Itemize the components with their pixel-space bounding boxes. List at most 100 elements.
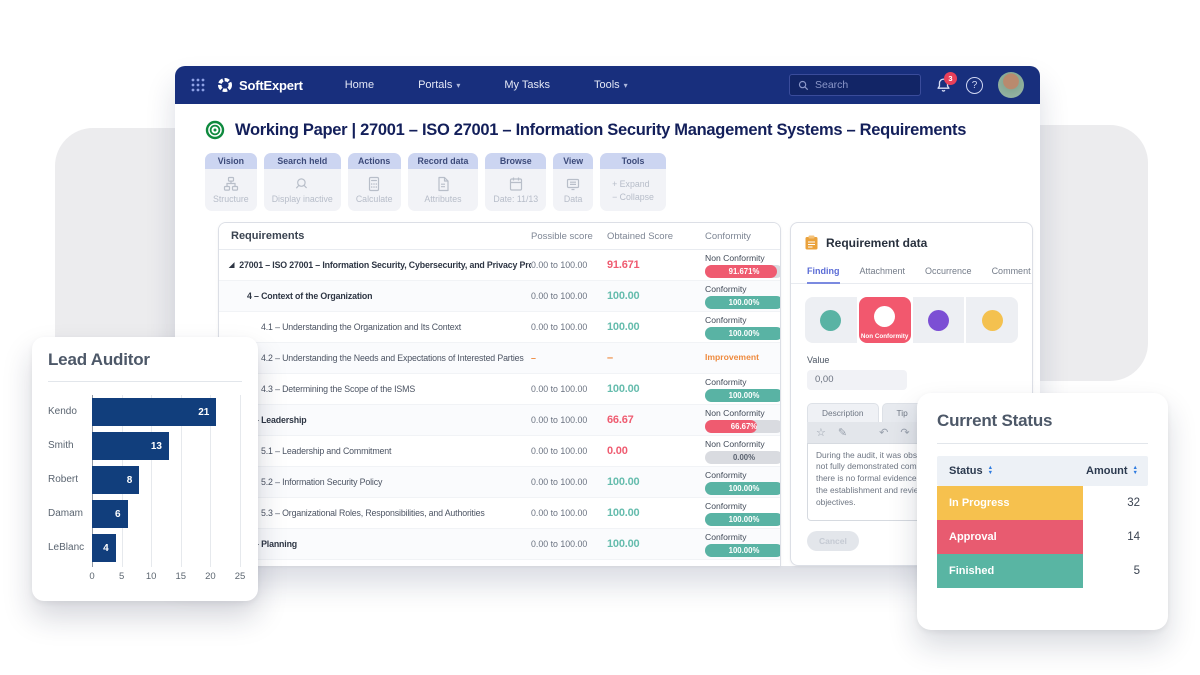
bar: 8 bbox=[92, 466, 140, 494]
display-inactive-button[interactable]: Display inactive bbox=[263, 169, 341, 211]
value-label: Value bbox=[807, 355, 830, 365]
value-input[interactable] bbox=[807, 369, 907, 390]
gridline bbox=[151, 395, 153, 567]
data-button[interactable]: Data bbox=[553, 169, 594, 211]
status-table-header: Status ▲ ▼ Amount ▲ ▼ bbox=[937, 456, 1148, 486]
conformity-pill-fill bbox=[705, 481, 780, 495]
conformity-pill: 91.671% bbox=[705, 264, 780, 278]
date-button[interactable]: Date: 11/13 bbox=[485, 169, 547, 211]
obtained-score: 100.00 bbox=[607, 321, 640, 333]
toolbar-group-title: Browse bbox=[485, 153, 547, 169]
undo-icon[interactable]: ↶ bbox=[879, 426, 889, 439]
user-avatar[interactable] bbox=[998, 72, 1024, 98]
conformity-pill: 66.67% bbox=[705, 419, 780, 433]
tab-occurrence[interactable]: Occurrence bbox=[925, 266, 972, 276]
gridline bbox=[210, 395, 212, 567]
possible-score: 0.00 to 100.00 bbox=[531, 260, 588, 270]
tab-comment[interactable]: Comment bbox=[991, 266, 1031, 276]
possible-score: 0.00 to 100.00 bbox=[531, 477, 588, 487]
table-row[interactable]: 4.2 – Understanding the Needs and Expect… bbox=[219, 343, 780, 374]
column-conformity[interactable]: Conformity bbox=[705, 230, 751, 242]
sort-icon: ▲ ▼ bbox=[987, 465, 994, 476]
structure-button[interactable]: Structure bbox=[205, 169, 257, 211]
card-title: Current Status bbox=[937, 411, 1053, 430]
bar: 4 bbox=[92, 534, 116, 562]
table-row[interactable]: 4 – Context of the Organization 0.00 to … bbox=[219, 281, 780, 312]
column-obtained-score[interactable]: Obtained Score bbox=[607, 230, 674, 242]
app-launcher-icon[interactable] bbox=[191, 78, 205, 92]
nav-item-tools[interactable]: Tools ▾ bbox=[593, 79, 628, 91]
table-row[interactable]: ◢ 27001 – ISO 27001 – Information Securit… bbox=[219, 250, 780, 281]
tab-finding[interactable]: Finding bbox=[807, 260, 840, 284]
redo-icon[interactable]: ↷ bbox=[900, 426, 910, 439]
conformity-pill-fill bbox=[705, 388, 780, 402]
conformity-pill-label: 100.00% bbox=[728, 328, 760, 338]
collapse-button[interactable]: − Collapse bbox=[612, 191, 654, 202]
improvement-dot bbox=[981, 309, 1003, 331]
chevron-down-icon: ▾ bbox=[623, 80, 628, 90]
softexpert-brand[interactable]: SoftExpert bbox=[217, 77, 303, 93]
status-cell: In Progress bbox=[937, 486, 1083, 520]
search-input[interactable] bbox=[815, 79, 905, 91]
non-conformity-dot bbox=[874, 305, 896, 327]
finding-option-conformity[interactable] bbox=[805, 297, 857, 343]
obtained-score: – bbox=[607, 352, 613, 364]
notifications-button[interactable]: 3 bbox=[936, 72, 957, 93]
nav-item-my-tasks[interactable]: My Tasks bbox=[504, 79, 550, 91]
attributes-button[interactable]: Attributes bbox=[407, 169, 479, 211]
lead-auditor-card: Lead Auditor Kendo Smith Robert Damam Le… bbox=[32, 337, 258, 601]
status-cell: Approval bbox=[937, 520, 1083, 554]
status-row: Approval 14 bbox=[937, 520, 1148, 554]
toolbar-group-tools: Tools + Expand − Collapse bbox=[600, 153, 666, 211]
conformity-pill-label: 100.00% bbox=[728, 514, 760, 524]
conformity-pill-label: 66.67% bbox=[730, 421, 758, 431]
cancel-button[interactable]: Cancel bbox=[807, 530, 859, 551]
toolbar-group-title: Tools bbox=[600, 153, 666, 169]
status-row: Finished 5 bbox=[937, 554, 1148, 588]
bar: 13 bbox=[92, 432, 169, 460]
help-button[interactable]: ? bbox=[966, 76, 983, 94]
finding-option-non-conformity[interactable]: Non Conformity bbox=[858, 297, 911, 343]
bar: 6 bbox=[92, 500, 128, 528]
finding-option-improvement[interactable] bbox=[966, 297, 1018, 343]
conformity-status: Non Conformity bbox=[705, 438, 765, 449]
toolbar-group-search: Search held Display inactive bbox=[263, 153, 341, 211]
wand-icon[interactable]: ✎ bbox=[837, 426, 848, 439]
expand-button[interactable]: + Expand bbox=[612, 178, 650, 189]
table-row[interactable]: 4.3 – Determining the Scope of the ISMS … bbox=[219, 374, 780, 405]
tab-description[interactable]: Description bbox=[807, 402, 879, 422]
requirement-data-panel: Requirement data Finding Attachment Occu… bbox=[790, 222, 1033, 566]
tab-attachment[interactable]: Attachment bbox=[859, 266, 906, 276]
obtained-score: 100.00 bbox=[607, 383, 640, 395]
table-row[interactable]: 5.2 – Information Security Policy 0.00 t… bbox=[219, 467, 780, 498]
current-status-card: Current Status Status ▲ ▼ Amount ▲ ▼ In Pr… bbox=[917, 393, 1168, 630]
possible-score: – bbox=[531, 353, 536, 363]
possible-score: 0.00 to 100.00 bbox=[531, 322, 588, 332]
finding-option-observation[interactable] bbox=[912, 297, 965, 343]
gridline bbox=[180, 395, 182, 567]
global-search[interactable] bbox=[789, 74, 921, 96]
softexpert-logo-icon bbox=[217, 77, 233, 93]
expand-icon[interactable]: ◢ bbox=[229, 262, 235, 269]
conformity-pill: 100.00% bbox=[705, 512, 780, 526]
column-possible-score[interactable]: Possible score bbox=[531, 230, 593, 242]
nav-item-portals[interactable]: Portals ▾ bbox=[418, 79, 461, 91]
obtained-score: 100.00 bbox=[607, 538, 640, 550]
sort-by-amount[interactable]: Amount ▲ ▼ bbox=[1086, 465, 1138, 477]
table-row[interactable]: 5.1 – Leadership and Commitment 0.00 to … bbox=[219, 436, 780, 467]
table-row[interactable]: 5.3 – Organizational Roles, Responsibili… bbox=[219, 498, 780, 529]
table-row[interactable]: 6 – Planning 0.00 to 100.00 100.00 Confo… bbox=[219, 529, 780, 560]
sort-by-status[interactable]: Status ▲ ▼ bbox=[949, 465, 994, 477]
possible-score: 0.00 to 100.00 bbox=[531, 291, 588, 301]
star-icon[interactable]: ☆ bbox=[816, 426, 826, 439]
table-row[interactable]: 4.1 – Understanding the Organization and… bbox=[219, 312, 780, 343]
calculate-button[interactable]: Calculate bbox=[347, 169, 401, 211]
column-requirements[interactable]: Requirements bbox=[231, 230, 305, 242]
toolbar-group-record-data: Record data Attributes bbox=[407, 153, 479, 211]
nav-item-home[interactable]: Home bbox=[344, 79, 375, 91]
conformity-pill-fill bbox=[705, 326, 780, 340]
divider bbox=[48, 381, 242, 382]
amount-cell: 14 bbox=[1127, 531, 1140, 543]
search-icon bbox=[798, 80, 809, 90]
table-row[interactable]: 5 – Leadership 0.00 to 100.00 66.67 Non … bbox=[219, 405, 780, 436]
